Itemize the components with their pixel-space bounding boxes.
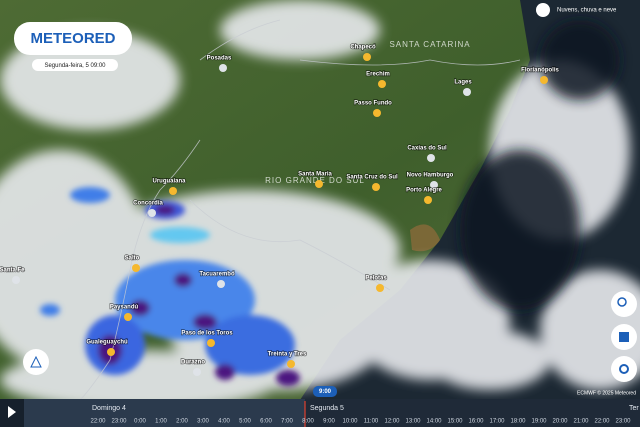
city-label: Erechim (366, 72, 390, 78)
hour-label: 22:00 (594, 419, 610, 425)
hour-label: 19:00 (531, 419, 547, 425)
settings-button[interactable] (611, 356, 637, 382)
city-label: Santa Fe (0, 268, 25, 274)
hour-label: 6:00 (260, 419, 272, 425)
logo[interactable]: METEORED (30, 30, 115, 47)
weather-icon (207, 339, 215, 347)
hour-label: 11:00 (364, 419, 379, 425)
logo-badge[interactable] (14, 22, 132, 55)
layers-button[interactable] (23, 349, 49, 375)
weather-icon (193, 368, 201, 376)
city-label: Passo Fundo (354, 101, 392, 107)
layer-icon[interactable] (536, 3, 550, 17)
day-label: Segunda 5 (310, 405, 344, 412)
weather-icon (132, 264, 140, 272)
weather-icon (12, 276, 20, 284)
city-label: Durazno (181, 360, 205, 366)
city-label: Florianópolis (521, 68, 559, 74)
city-label: Paso de los Toros (181, 331, 233, 337)
region-label: RIO GRANDE DO SUL (265, 176, 365, 185)
3d-icon (619, 332, 629, 342)
layers-icon (30, 355, 42, 368)
city-label: Gualeguaychú (86, 340, 128, 346)
hour-label: 18:00 (510, 419, 526, 425)
weather-icon (540, 76, 548, 84)
weather-icon (107, 348, 115, 356)
weather-icon (219, 64, 227, 72)
weather-icon (463, 88, 471, 96)
hour-label: 10:00 (342, 419, 358, 425)
city-label: Uruguaiana (152, 179, 186, 185)
hour-label: 8:00 (302, 419, 314, 425)
city-label: Santa Maria (298, 172, 332, 178)
hour-label: 23:00 (615, 419, 631, 425)
weather-icon (427, 154, 435, 162)
hour-label: 12:00 (384, 419, 400, 425)
city-label: Novo Hamburgo (407, 173, 454, 179)
weather-icon (373, 109, 381, 117)
current-time: 9:00 (319, 389, 332, 395)
hour-label: 15:00 (447, 419, 463, 425)
city-label: Caxias do Sul (407, 146, 447, 152)
hour-label: 22:00 (90, 419, 106, 425)
hour-label: 7:00 (281, 419, 293, 425)
city-label: Salto (125, 256, 140, 262)
region-label: SANTA CATARINA (389, 40, 470, 49)
attribution: ECMWF © 2025 Meteored (577, 389, 636, 396)
city-label: Posadas (207, 56, 232, 62)
weather-icon (363, 53, 371, 61)
city-label: Porto Alegre (406, 188, 442, 194)
hour-label: 16:00 (468, 419, 484, 425)
hour-label: 1:00 (155, 419, 167, 425)
city-label: Lages (454, 80, 472, 86)
weather-icon (424, 196, 432, 204)
hour-label: 4:00 (218, 419, 230, 425)
hour-label: 14:00 (426, 419, 442, 425)
hour-label: 9:00 (323, 419, 335, 425)
hour-label: 5:00 (239, 419, 251, 425)
city-label: Treinta y Tres (268, 352, 307, 358)
precipitation (40, 187, 300, 386)
weather-icon (148, 209, 156, 217)
city-label: Concordia (133, 201, 163, 207)
search-button[interactable] (611, 291, 637, 317)
day-label: Domingo 4 (92, 405, 126, 412)
search-icon (617, 297, 627, 307)
hour-label: 17:00 (489, 419, 505, 425)
settings-icon (619, 364, 629, 374)
borders (79, 19, 521, 401)
layer-label[interactable]: Nuvens, chuva e neve (557, 8, 617, 14)
dark-clouds (460, 20, 620, 310)
lagoon (410, 224, 440, 252)
hour-label: 21:00 (573, 419, 589, 425)
date-badge (32, 59, 118, 71)
weather-icon (169, 187, 177, 195)
city-label: Tacuarembó (199, 272, 235, 278)
hour-label: 23:00 (111, 419, 127, 425)
city-label: Chapecó (350, 45, 376, 51)
hour-label: 2:00 (176, 419, 188, 425)
hour-label: 20:00 (552, 419, 568, 425)
hour-label: 0:00 (134, 419, 146, 425)
weather-icon (376, 284, 384, 292)
hour-label: 3:00 (197, 419, 209, 425)
day-label: Ter (629, 405, 639, 412)
play-button[interactable] (8, 406, 16, 418)
date: Segunda-feira, 5 09:00 (44, 63, 106, 69)
current-badge (313, 386, 337, 397)
timeline-progress (24, 399, 305, 427)
weather-icon (315, 180, 323, 188)
city-label: Pelotas (365, 276, 387, 282)
weather-icon (217, 280, 225, 288)
weather-icon (430, 181, 438, 189)
weather-icon (124, 313, 132, 321)
weather-icon (378, 80, 386, 88)
controls (23, 291, 637, 382)
hour-label: 13:00 (405, 419, 421, 425)
city-label: Santa Cruz do Sul (346, 175, 398, 181)
weather-icon (372, 183, 380, 191)
city-label: Paysandú (110, 305, 139, 311)
weather-icon (287, 360, 295, 368)
